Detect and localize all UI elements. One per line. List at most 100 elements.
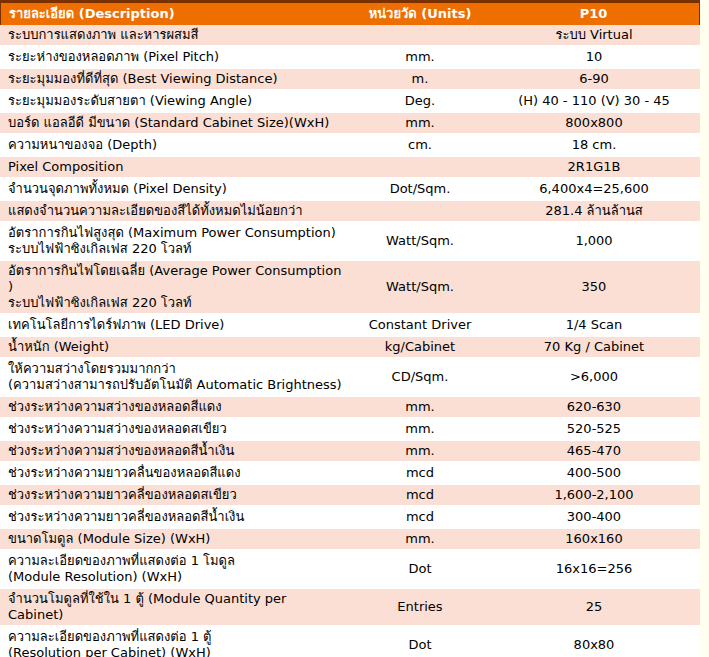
value-cell: 281.4 ล้านล้านส (488, 201, 700, 223)
table-row: จำนวนจุดภาพทั้งหมด (Pixel Density) Dot/S… (0, 179, 700, 201)
value-cell: (H) 40 - 110 (V) 30 - 45 (488, 91, 700, 113)
spec-table-body: ระบบการแสดงภาพ และหารผสมสี ระบบ Virtual … (0, 25, 700, 657)
description-cell: จำนวนจุดภาพทั้งหมด (Pixel Density) (0, 179, 352, 201)
unit-cell: Watt/Sqm. (352, 261, 488, 315)
description-cell: ความละเอียดของภาพที่แสดงต่อ 1 ตู้ (Resol… (0, 627, 352, 657)
description-cell: แสดงจำนวนความละเอียดของสีได้ทั้งหมดไม่น้… (0, 201, 352, 223)
unit-cell: Entries (352, 589, 488, 627)
unit-cell: mcd (352, 485, 488, 507)
unit-cell (352, 25, 488, 47)
table-row: ระยะมุมมองที่ดีที่สุด (Best Viewing Dist… (0, 69, 700, 91)
value-cell: 520-525 (488, 419, 700, 441)
unit-cell: kg/Cabinet (352, 337, 488, 359)
value-cell: 10 (488, 47, 700, 69)
description-cell: ช่วงระหว่างความสว่างของหลอดสเขียว (0, 419, 352, 441)
table-row: น้ำหนัก (Weight) kg/Cabinet 70 Kg / Cabi… (0, 337, 700, 359)
unit-cell: mcd (352, 507, 488, 529)
value-cell: 300-400 (488, 507, 700, 529)
table-row: จำนวนโมดูลที่ใช้ใน 1 ตู้ (Module Quantit… (0, 589, 700, 627)
description-cell: ช่วงระหว่างความสว่างของหลอดสีน้ำเงิน (0, 441, 352, 463)
description-cell: ระยะห่างของหลอดภาพ (Pixel Pitch) (0, 47, 352, 69)
description-cell: ความหนาของจอ (Depth) (0, 135, 352, 157)
table-row: ความละเอียดของภาพที่แสดงต่อ 1 โมดูล (Mod… (0, 551, 700, 589)
table-row: ช่วงระหว่างความสว่างของหลอดสีแดง mm. 620… (0, 397, 700, 419)
value-cell: 620-630 (488, 397, 700, 419)
table-row: ระยะมุมมองระดับสายตา (Viewing Angle) Deg… (0, 91, 700, 113)
value-cell: 6,400x4=25,600 (488, 179, 700, 201)
description-cell: ช่วงระหว่างความสว่างของหลอดสีแดง (0, 397, 352, 419)
unit-cell: Dot (352, 551, 488, 589)
table-row: ขนาดโมดูล (Module Size) (WxH) mm. 160x16… (0, 529, 700, 551)
unit-cell: m. (352, 69, 488, 91)
unit-cell: cm. (352, 135, 488, 157)
unit-cell: mm. (352, 113, 488, 135)
unit-cell: mm. (352, 441, 488, 463)
description-cell: ช่วงระหว่างความยาวคลี่ของหลอดสเขียว (0, 485, 352, 507)
table-row: ความละเอียดของภาพที่แสดงต่อ 1 ตู้ (Resol… (0, 627, 700, 657)
unit-cell: Deg. (352, 91, 488, 113)
value-cell: >6,000 (488, 359, 700, 397)
unit-cell (352, 201, 488, 223)
spec-table-header: รายละเอียด (Description) หน่วยวัด (Units… (0, 0, 700, 25)
unit-cell: Constant Driver (352, 315, 488, 337)
value-cell: 350 (488, 261, 700, 315)
unit-cell: mm. (352, 47, 488, 69)
table-row: ระยะห่างของหลอดภาพ (Pixel Pitch) mm. 10 (0, 47, 700, 69)
table-row: อัตราการกินไฟสูงสุด (Maximum Power Consu… (0, 223, 700, 261)
description-cell: น้ำหนัก (Weight) (0, 337, 352, 359)
description-cell: ระยะมุมมองที่ดีที่สุด (Best Viewing Dist… (0, 69, 352, 91)
table-row: Pixel Composition 2R1G1B (0, 157, 700, 179)
table-row: ช่วงระหว่างความยาวคลี่ของหลอดสเขียว mcd … (0, 485, 700, 507)
unit-cell: mm. (352, 419, 488, 441)
value-cell: 1,600-2,100 (488, 485, 700, 507)
table-row: ให้ความสว่างโดยรวมมากกว่า (ความสว่างสามา… (0, 359, 700, 397)
description-cell: ช่วงระหว่างความยาวคลี่ของหลอดสีน้ำเงิน (0, 507, 352, 529)
value-cell: 400-500 (488, 463, 700, 485)
table-row: อัตราการกินไฟโดยเฉลี่ย (Average Power Co… (0, 261, 700, 315)
header-col-description: รายละเอียด (Description) (0, 0, 352, 25)
value-cell: 465-470 (488, 441, 700, 463)
description-cell: อัตราการกินไฟสูงสุด (Maximum Power Consu… (0, 223, 352, 261)
description-cell: ระยะมุมมองระดับสายตา (Viewing Angle) (0, 91, 352, 113)
table-row: ความหนาของจอ (Depth) cm. 18 cm. (0, 135, 700, 157)
description-cell: ความละเอียดของภาพที่แสดงต่อ 1 โมดูล (Mod… (0, 551, 352, 589)
table-row: ช่วงระหว่างความสว่างของหลอดสเขียว mm. 52… (0, 419, 700, 441)
table-row: แสดงจำนวนความละเอียดของสีได้ทั้งหมดไม่น้… (0, 201, 700, 223)
value-cell: 70 Kg / Cabinet (488, 337, 700, 359)
unit-cell: Watt/Sqm. (352, 223, 488, 261)
description-cell: จำนวนโมดูลที่ใช้ใน 1 ตู้ (Module Quantit… (0, 589, 352, 627)
unit-cell: Dot (352, 627, 488, 657)
description-cell: ช่วงระหว่างความยาวคลื่นของหลอดสีแดง (0, 463, 352, 485)
value-cell: 1,000 (488, 223, 700, 261)
value-cell: 80x80 (488, 627, 700, 657)
description-cell: เทคโนโลยีการไดร์ฟภาพ (LED Drive) (0, 315, 352, 337)
value-cell: 1/4 Scan (488, 315, 700, 337)
table-row: ช่วงระหว่างความยาวคลื่นของหลอดสีแดง mcd … (0, 463, 700, 485)
table-row: ช่วงระหว่างความสว่างของหลอดสีน้ำเงิน mm.… (0, 441, 700, 463)
table-row: บอร์ด แอลอีดี มีขนาด (Standard Cabinet S… (0, 113, 700, 135)
header-row: รายละเอียด (Description) หน่วยวัด (Units… (0, 0, 700, 25)
value-cell: 16x16=256 (488, 551, 700, 589)
header-col-p10: P10 (488, 0, 700, 25)
value-cell: 160x160 (488, 529, 700, 551)
description-cell: อัตราการกินไฟโดยเฉลี่ย (Average Power Co… (0, 261, 352, 315)
description-cell: ระบบการแสดงภาพ และหารผสมสี (0, 25, 352, 47)
unit-cell: mm. (352, 397, 488, 419)
value-cell: 25 (488, 589, 700, 627)
unit-cell (352, 157, 488, 179)
spec-table: รายละเอียด (Description) หน่วยวัด (Units… (0, 0, 700, 657)
value-cell: 18 cm. (488, 135, 700, 157)
header-col-units: หน่วยวัด (Units) (352, 0, 488, 25)
unit-cell: Dot/Sqm. (352, 179, 488, 201)
value-cell: 6-90 (488, 69, 700, 91)
table-row: ช่วงระหว่างความยาวคลี่ของหลอดสีน้ำเงิน m… (0, 507, 700, 529)
value-cell: 2R1G1B (488, 157, 700, 179)
unit-cell: CD/Sqm. (352, 359, 488, 397)
unit-cell: mm. (352, 529, 488, 551)
table-row: ระบบการแสดงภาพ และหารผสมสี ระบบ Virtual (0, 25, 700, 47)
description-cell: Pixel Composition (0, 157, 352, 179)
description-cell: บอร์ด แอลอีดี มีขนาด (Standard Cabinet S… (0, 113, 352, 135)
description-cell: ขนาดโมดูล (Module Size) (WxH) (0, 529, 352, 551)
description-cell: ให้ความสว่างโดยรวมมากกว่า (ความสว่างสามา… (0, 359, 352, 397)
table-row: เทคโนโลยีการไดร์ฟภาพ (LED Drive) Constan… (0, 315, 700, 337)
